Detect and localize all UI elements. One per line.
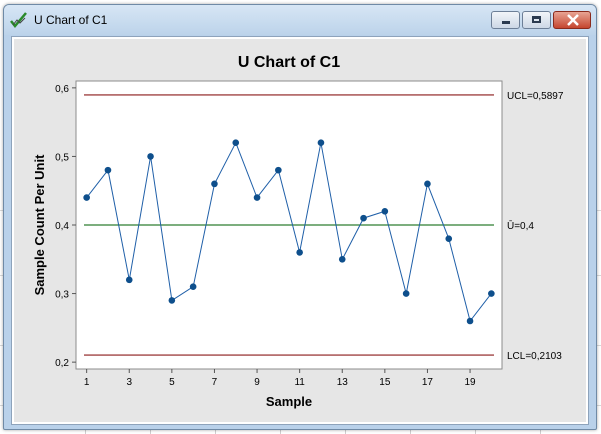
x-tick-label: 3 bbox=[126, 377, 132, 388]
data-point bbox=[296, 249, 303, 256]
data-point bbox=[168, 297, 176, 304]
data-point bbox=[445, 235, 453, 243]
x-tick-label: 7 bbox=[212, 377, 218, 388]
x-tick-label: 1 bbox=[84, 377, 90, 388]
data-point bbox=[381, 207, 389, 215]
data-point bbox=[338, 255, 346, 263]
y-tick-label: 0,4 bbox=[55, 221, 69, 232]
center-line-label: Ū=0,4 bbox=[507, 220, 534, 232]
data-point bbox=[424, 180, 431, 188]
y-tick-label: 0,6 bbox=[55, 84, 69, 95]
data-point bbox=[275, 166, 282, 174]
data-point bbox=[360, 214, 367, 222]
x-tick-label: 9 bbox=[254, 377, 260, 388]
data-point bbox=[104, 166, 112, 174]
close-button[interactable] bbox=[553, 11, 591, 29]
chart-client-area: U Chart of C1 0,2 0,3 0,4 0,5 0,6 1 3 5 7 9 11 13 15 1… bbox=[11, 36, 589, 425]
x-tick-label: 19 bbox=[464, 377, 476, 388]
data-point bbox=[83, 194, 90, 201]
graph-check-icon bbox=[10, 12, 27, 28]
chart-window[interactable]: U Chart of C1 U Chart of C1 0,2 0,3 0,4 0,5 0… bbox=[3, 4, 597, 430]
x-tick-label: 5 bbox=[169, 377, 175, 388]
data-point bbox=[125, 276, 133, 284]
y-tick-label: 0,3 bbox=[55, 290, 69, 301]
x-tick-label: 13 bbox=[337, 377, 349, 388]
maximize-icon bbox=[532, 16, 541, 23]
y-axis-label: Sample Count Per Unit bbox=[32, 154, 47, 296]
title-bar[interactable]: U Chart of C1 bbox=[4, 5, 596, 35]
u-chart: U Chart of C10,20,30,40,50,61 3 5 7 9 11 13 15 1… bbox=[32, 54, 564, 409]
x-tick-label: 11 bbox=[294, 377, 305, 388]
x-axis-label: Sample bbox=[266, 394, 312, 409]
data-point bbox=[147, 153, 154, 160]
data-point bbox=[189, 283, 197, 291]
ucl-line-label: UCL=0,5897 bbox=[507, 91, 564, 102]
minimize-icon bbox=[502, 21, 510, 24]
close-icon bbox=[567, 14, 579, 26]
series-line bbox=[86, 141, 492, 323]
data-point bbox=[466, 317, 474, 325]
window-title: U Chart of C1 bbox=[34, 13, 108, 27]
data-point bbox=[211, 180, 218, 188]
data-point bbox=[232, 139, 240, 147]
data-point bbox=[317, 139, 325, 147]
maximize-button[interactable] bbox=[522, 11, 551, 29]
x-tick-label: 17 bbox=[422, 377, 434, 388]
chart-title: U Chart of C1 bbox=[238, 54, 340, 71]
data-point bbox=[402, 290, 410, 297]
y-tick-label: 0,5 bbox=[55, 152, 69, 163]
minimize-button[interactable] bbox=[491, 11, 520, 29]
data-point bbox=[253, 194, 261, 201]
chart-area: U Chart of C1 0,2 0,3 0,4 0,5 0,6 1 3 5 7 9 11 13 15 1… bbox=[14, 39, 586, 422]
data-point bbox=[488, 290, 495, 297]
lcl-line-label: LCL=0,2103 bbox=[507, 351, 562, 362]
y-tick-label: 0,2 bbox=[55, 358, 69, 369]
x-tick-label: 15 bbox=[379, 377, 391, 388]
